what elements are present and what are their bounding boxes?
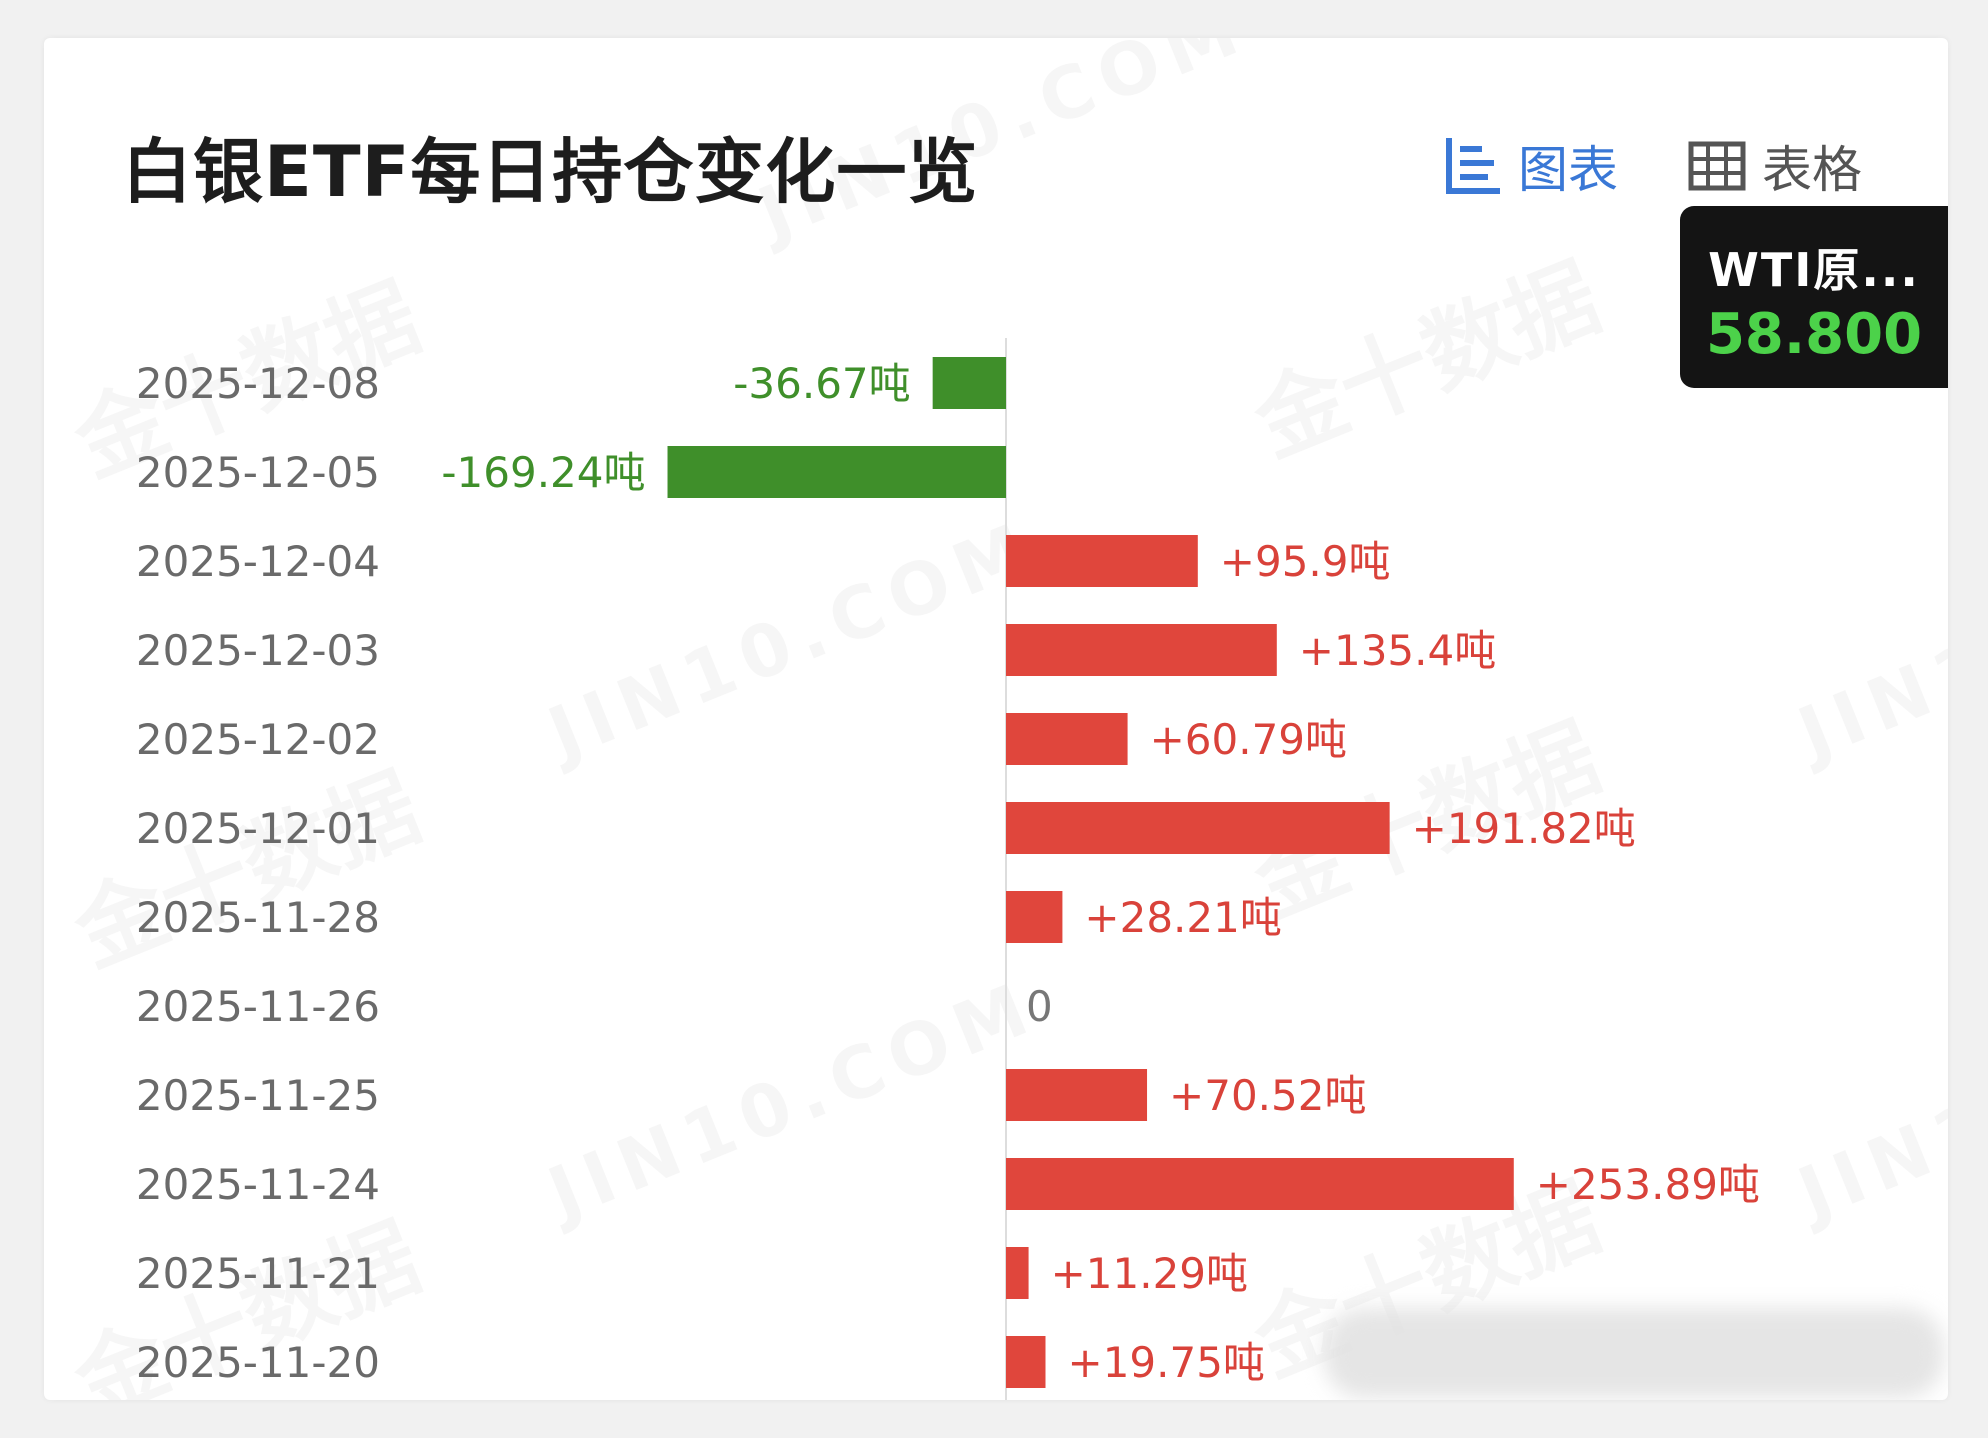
table-grid-icon [1688, 141, 1746, 191]
y-tick-label: 2025-11-28 [136, 893, 380, 942]
bar[interactable] [1006, 713, 1128, 765]
data-label: +60.79吨 [1150, 715, 1347, 764]
data-label: +19.75吨 [1068, 1338, 1265, 1387]
bar[interactable] [1006, 891, 1063, 943]
y-tick-label: 2025-12-03 [136, 626, 380, 675]
tab-chart-label: 图表 [1518, 141, 1618, 199]
bar[interactable] [1006, 624, 1277, 676]
y-tick-label: 2025-12-04 [136, 537, 380, 586]
tab-table[interactable]: 表格 [1688, 126, 1862, 206]
bar[interactable] [1006, 535, 1198, 587]
bar[interactable] [667, 446, 1006, 498]
tab-table-label: 表格 [1762, 141, 1862, 199]
data-label: +70.52吨 [1169, 1071, 1366, 1120]
data-label: +253.89吨 [1536, 1160, 1760, 1209]
data-label: +28.21吨 [1084, 893, 1281, 942]
tooltip-name: WTI原... [1708, 243, 1920, 297]
data-label: +191.82吨 [1412, 804, 1636, 853]
y-tick-label: 2025-11-25 [136, 1071, 380, 1120]
tooltip-value: 58.800 [1705, 302, 1923, 367]
data-label: +135.4吨 [1299, 626, 1496, 675]
bar[interactable] [1006, 1247, 1029, 1299]
data-label: -169.24吨 [441, 448, 645, 497]
bar[interactable] [1006, 1158, 1514, 1210]
y-tick-label: 2025-11-24 [136, 1160, 380, 1209]
y-tick-label: 2025-11-21 [136, 1249, 380, 1298]
bar-chart-icon [1444, 136, 1502, 196]
page-title: 白银ETF每日持仓变化一览 [122, 131, 979, 213]
bar[interactable] [1006, 802, 1390, 854]
data-label: +11.29吨 [1051, 1249, 1248, 1298]
bar[interactable] [1006, 1336, 1046, 1388]
price-tooltip: WTI原... 58.800 [1680, 206, 1948, 388]
y-tick-label: 2025-12-08 [136, 359, 380, 408]
data-label: -36.67吨 [733, 359, 910, 408]
data-label: +95.9吨 [1220, 537, 1391, 586]
chart-card: 金十数据 金十数据 金十数据 金十数据 金十数据 金十数据 JIN10.COM … [44, 38, 1948, 1400]
data-label: 0 [1026, 982, 1053, 1031]
y-tick-label: 2025-11-26 [136, 982, 380, 1031]
bar[interactable] [1006, 1069, 1148, 1121]
bar[interactable] [932, 357, 1006, 409]
y-tick-label: 2025-12-05 [136, 448, 380, 497]
y-tick-label: 2025-12-02 [136, 715, 380, 764]
tab-chart[interactable]: 图表 [1444, 126, 1618, 206]
blurred-watermark [1324, 1308, 1944, 1398]
y-tick-label: 2025-11-20 [136, 1338, 380, 1387]
y-tick-label: 2025-12-01 [136, 804, 380, 853]
bar-chart: 2025-12-08 -36.67吨 2025-12-05 -169.24吨 2025-… [136, 338, 1760, 1400]
